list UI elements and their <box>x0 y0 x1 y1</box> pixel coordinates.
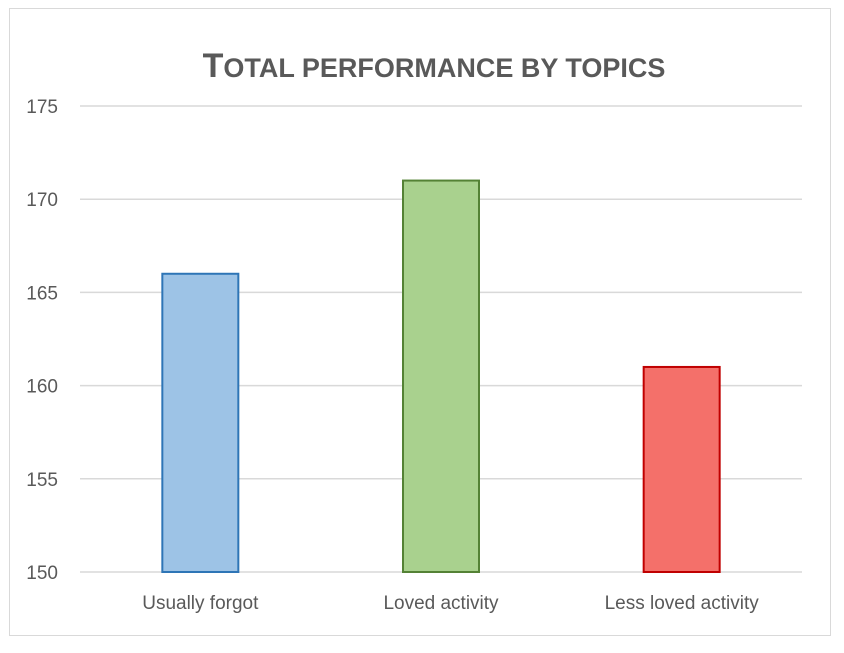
x-tick-label: Less loved activity <box>605 593 760 614</box>
y-tick-label: 160 <box>26 377 58 398</box>
chart-title: TOTAL PERFORMANCE BY TOPICS <box>203 47 666 85</box>
y-tick-label: 175 <box>26 97 58 118</box>
x-tick-label: Loved activity <box>383 593 499 614</box>
y-tick-label: 155 <box>26 470 58 491</box>
y-tick-label: 170 <box>26 190 58 211</box>
x-axis-ticks: Usually forgot Loved activity Less loved a… <box>142 593 759 614</box>
bar <box>642 365 721 573</box>
y-axis-ticks: 150 155 160 165 170 175 <box>26 97 58 584</box>
bar <box>402 179 480 573</box>
x-tick-label: Usually forgot <box>142 593 259 614</box>
y-tick-label: 150 <box>26 563 58 584</box>
bars <box>161 179 721 573</box>
y-tick-label: 165 <box>26 283 58 304</box>
bar <box>161 272 240 573</box>
